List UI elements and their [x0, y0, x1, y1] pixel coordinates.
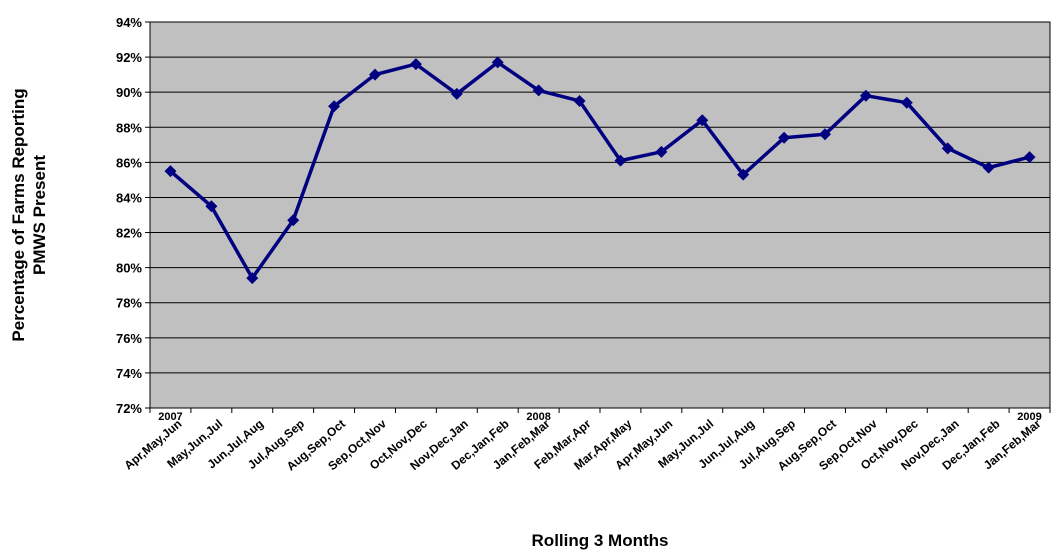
y-tick-label: 72%	[116, 401, 142, 416]
x-axis-title: Rolling 3 Months	[532, 531, 669, 550]
year-labels: 2007 2008 2009	[158, 411, 1042, 423]
y-axis-title-line2: PMWS Present	[30, 155, 49, 275]
data-point-marker	[369, 68, 381, 81]
data-point-marker	[614, 154, 627, 167]
year-label: 2009	[1017, 411, 1041, 423]
data-point-marker	[1023, 151, 1036, 164]
data-point-marker	[982, 161, 995, 174]
x-axis-ticks: Apr,May,JunMay,Jun,JulJun,Jul,AugJul,Aug…	[121, 408, 1051, 474]
y-tick-label: 86%	[116, 155, 142, 170]
data-point-marker	[246, 272, 259, 285]
y-axis-ticks: 72% 74% 76% 78% 80% 82% 84% 86% 88% 90% 92% 94%	[116, 15, 150, 416]
data-point-marker	[941, 142, 954, 155]
data-point-marker	[737, 168, 750, 181]
y-tick-label: 78%	[116, 296, 142, 311]
y-tick-label: 80%	[116, 261, 142, 276]
data-point-marker	[328, 100, 341, 113]
y-tick-label: 94%	[116, 15, 142, 30]
year-label: 2008	[526, 411, 550, 423]
plot-area	[149, 21, 1051, 409]
y-tick-label: 74%	[116, 366, 142, 381]
data-point-marker	[450, 87, 463, 100]
data-point-marker	[819, 128, 831, 141]
y-tick-label: 84%	[116, 190, 142, 205]
y-tick-label: 76%	[116, 331, 142, 346]
data-point-marker	[287, 214, 300, 227]
data-point-marker	[164, 165, 177, 178]
data-point-marker	[655, 145, 668, 158]
year-label: 2007	[158, 411, 182, 423]
data-point-marker	[696, 114, 709, 127]
data-point-marker	[409, 58, 422, 71]
series-group	[164, 56, 1036, 285]
series-line	[169, 60, 1030, 280]
y-tick-label: 92%	[116, 50, 142, 65]
data-point-marker	[573, 94, 586, 107]
data-point-marker	[532, 84, 545, 97]
data-point-marker	[491, 56, 504, 69]
data-point-marker	[205, 200, 218, 213]
y-tick-label: 88%	[116, 120, 142, 135]
y-axis-title-line1: Percentage of Farms Reporting	[9, 88, 28, 341]
y-tick-label: 90%	[116, 85, 142, 100]
data-point-marker	[859, 89, 872, 102]
y-tick-label: 82%	[116, 226, 142, 241]
data-point-marker	[900, 96, 913, 109]
data-point-marker	[778, 131, 791, 144]
